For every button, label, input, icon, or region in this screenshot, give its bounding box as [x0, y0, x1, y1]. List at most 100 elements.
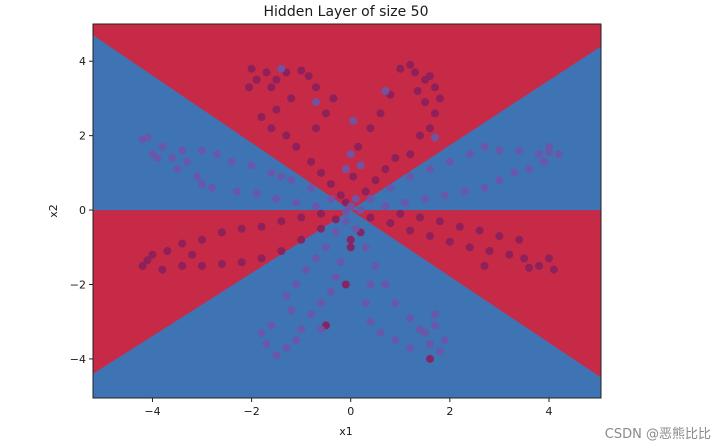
data-point — [287, 94, 296, 103]
data-point — [445, 237, 454, 246]
data-point — [341, 217, 350, 226]
data-point — [341, 165, 350, 174]
data-point — [431, 321, 439, 330]
data-point — [217, 260, 226, 268]
data-point — [549, 265, 558, 274]
data-point — [386, 183, 395, 192]
data-point — [277, 247, 286, 255]
data-point — [520, 254, 529, 263]
y-axis-label: x2 — [47, 204, 60, 218]
data-point — [545, 254, 553, 263]
data-point — [515, 235, 524, 244]
data-point — [312, 124, 320, 133]
data-point — [431, 109, 439, 118]
data-point — [361, 187, 370, 196]
data-point — [366, 213, 375, 222]
data-point — [272, 351, 281, 360]
data-point — [307, 157, 316, 166]
chart-title: Hidden Layer of size 50 — [264, 4, 429, 20]
data-point — [297, 235, 306, 244]
data-point — [416, 131, 425, 140]
data-point — [267, 124, 276, 133]
data-point — [302, 265, 311, 274]
data-point — [336, 191, 345, 200]
data-point — [331, 215, 340, 224]
data-point — [272, 194, 281, 203]
data-point — [485, 247, 494, 255]
data-point — [148, 250, 157, 259]
data-point — [326, 180, 335, 188]
data-point — [426, 354, 434, 363]
data-point — [480, 142, 489, 151]
data-point — [267, 168, 276, 177]
data-point — [341, 280, 350, 289]
red-region-1 — [93, 24, 601, 211]
data-point — [143, 133, 152, 142]
data-point — [312, 83, 320, 92]
data-point — [198, 146, 206, 155]
data-point — [346, 202, 355, 211]
data-point — [329, 94, 338, 103]
data-point — [391, 154, 400, 162]
data-point — [247, 161, 256, 170]
data-point — [426, 165, 434, 174]
data-point — [267, 321, 276, 330]
data-point — [163, 247, 172, 255]
data-point — [406, 343, 415, 352]
data-point — [361, 243, 370, 252]
data-point — [193, 172, 202, 181]
data-point — [326, 287, 335, 296]
data-point — [495, 176, 504, 185]
data-point — [346, 243, 355, 252]
data-point — [336, 258, 345, 267]
data-point — [262, 340, 271, 348]
data-point — [431, 133, 439, 142]
data-point — [227, 157, 236, 166]
data-point — [426, 72, 434, 81]
data-point — [401, 198, 410, 207]
y-tick-label: 0 — [79, 204, 86, 217]
data-point — [371, 261, 380, 270]
data-point — [406, 60, 415, 69]
data-point — [252, 189, 261, 198]
data-point — [257, 254, 266, 263]
data-point — [312, 254, 320, 263]
data-point — [495, 232, 504, 241]
data-point — [346, 150, 355, 159]
data-point — [297, 325, 306, 334]
y-tick-label: 4 — [79, 55, 86, 68]
data-point — [198, 235, 206, 244]
x-tick-label: −2 — [243, 405, 259, 418]
data-point — [217, 228, 226, 237]
x-tick-label: 0 — [347, 405, 354, 418]
data-point — [321, 109, 330, 118]
data-point — [435, 347, 444, 356]
data-point — [304, 72, 313, 81]
data-point — [346, 235, 355, 244]
data-point — [495, 146, 504, 155]
watermark: CSDN @恶熊比比 — [604, 427, 711, 442]
data-point — [515, 146, 524, 155]
data-point — [356, 161, 365, 170]
data-point — [148, 150, 157, 159]
data-point — [391, 299, 400, 308]
data-point — [465, 150, 474, 159]
data-point — [406, 226, 415, 235]
data-point — [307, 183, 316, 192]
data-point — [435, 94, 444, 103]
data-point — [183, 157, 192, 166]
data-point — [349, 172, 358, 181]
y-tick-label: −4 — [70, 353, 86, 366]
data-point — [207, 183, 216, 192]
data-point — [421, 194, 430, 203]
data-point — [356, 206, 365, 215]
data-point — [411, 68, 420, 77]
data-point — [317, 224, 325, 233]
data-point — [297, 66, 306, 75]
y-tick-label: 2 — [79, 130, 86, 143]
x-tick-label: 4 — [545, 405, 552, 418]
data-point — [440, 336, 449, 345]
data-point — [406, 172, 415, 181]
data-point — [282, 343, 291, 352]
data-point — [198, 180, 206, 188]
